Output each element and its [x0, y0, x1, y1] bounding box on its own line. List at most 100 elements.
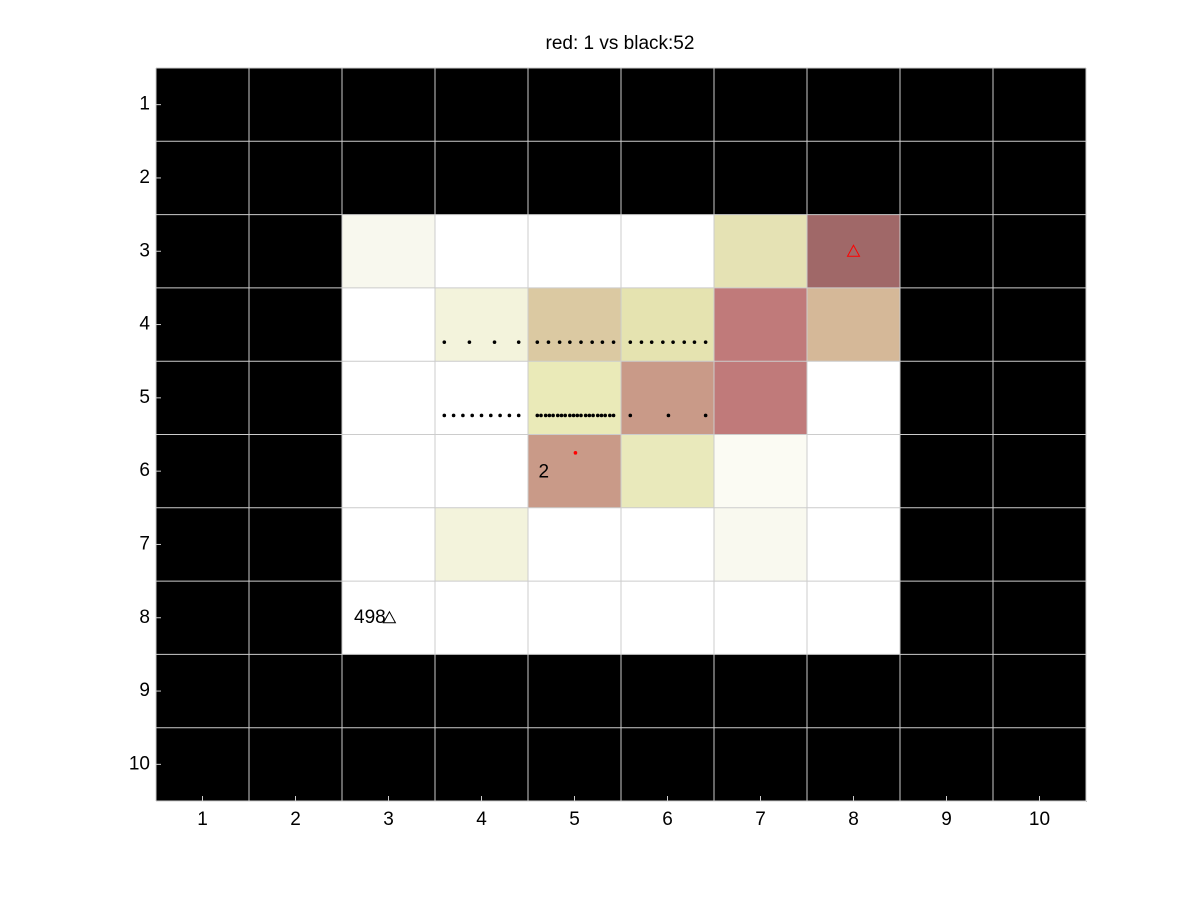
dot-marker	[516, 413, 521, 418]
y-tick-label: 9	[139, 680, 150, 701]
dot-marker	[608, 413, 612, 418]
cell	[435, 654, 529, 729]
cell	[993, 141, 1087, 216]
dot-marker	[692, 340, 697, 344]
cell	[621, 287, 715, 362]
dot-marker	[671, 340, 675, 344]
cell	[528, 361, 622, 435]
dot-marker	[568, 340, 572, 344]
x-tick-label: 3	[383, 809, 394, 830]
cell	[621, 141, 715, 216]
dot-marker	[535, 340, 540, 344]
cell	[807, 68, 901, 142]
cell	[342, 434, 436, 509]
dot-marker	[547, 413, 552, 418]
dot-marker	[451, 413, 456, 418]
y-tick-label: 3	[139, 240, 150, 261]
dot-marker	[559, 413, 564, 418]
dot-marker	[535, 413, 540, 418]
dot-marker	[579, 413, 583, 418]
cell	[156, 507, 250, 582]
cell	[249, 141, 343, 216]
cell	[807, 287, 901, 362]
cell	[528, 214, 622, 289]
dot-marker	[546, 340, 551, 344]
cell	[342, 214, 436, 289]
y-tick-label: 5	[139, 387, 150, 408]
cell	[249, 361, 343, 435]
cell	[900, 214, 994, 289]
cell	[435, 361, 529, 435]
cell	[156, 434, 250, 509]
dot-marker	[591, 413, 595, 418]
annotation: 498	[354, 607, 386, 628]
dot-marker	[666, 413, 671, 418]
x-tick-label: 2	[290, 809, 301, 830]
cell	[342, 654, 436, 729]
y-tick-label: 10	[129, 753, 150, 774]
cell	[156, 141, 250, 216]
cell	[900, 727, 994, 802]
cell	[714, 434, 808, 509]
cell	[993, 727, 1087, 802]
dot-marker	[568, 413, 572, 418]
cell	[156, 654, 250, 729]
cell	[900, 507, 994, 582]
dot-marker	[516, 340, 521, 344]
cell	[249, 507, 343, 582]
cell	[807, 361, 901, 435]
x-tick-label: 1	[197, 809, 208, 830]
cell	[342, 507, 436, 582]
dot-marker	[551, 413, 555, 418]
dot-marker	[489, 413, 493, 418]
dot-marker	[590, 340, 594, 344]
x-tick-label: 9	[941, 809, 952, 830]
chart-title: red: 1 vs black:52	[546, 33, 695, 54]
dot-marker	[557, 340, 562, 344]
cell	[249, 581, 343, 655]
cell	[435, 214, 529, 289]
cell	[435, 68, 529, 142]
dot-marker	[467, 340, 472, 344]
cell	[156, 361, 250, 435]
cell	[993, 214, 1087, 289]
cell	[900, 68, 994, 142]
dot-marker	[563, 413, 567, 418]
cell	[435, 727, 529, 802]
cell	[714, 654, 808, 729]
dot-marker	[555, 413, 560, 418]
cell	[900, 654, 994, 729]
dot-marker	[628, 340, 633, 344]
cell	[156, 727, 250, 802]
cell	[249, 287, 343, 362]
dot-marker	[587, 413, 592, 418]
cell	[900, 287, 994, 362]
cell	[621, 727, 715, 802]
cell	[993, 68, 1087, 142]
x-tick-label: 5	[569, 809, 580, 830]
dot-marker	[442, 340, 447, 344]
cell	[807, 507, 901, 582]
cell	[714, 287, 808, 362]
cell	[807, 654, 901, 729]
cell	[528, 141, 622, 216]
annotation: 2	[539, 462, 550, 483]
dot-marker	[479, 413, 484, 418]
cell	[435, 141, 529, 216]
dot-marker	[571, 413, 576, 418]
cell	[714, 727, 808, 802]
cell	[156, 287, 250, 362]
cell	[528, 507, 622, 582]
y-tick-label: 2	[139, 167, 150, 188]
cell	[900, 581, 994, 655]
cell	[993, 434, 1087, 509]
dot-marker	[543, 413, 548, 418]
cell	[156, 68, 250, 142]
cell	[249, 434, 343, 509]
dot-marker	[492, 340, 497, 344]
cell	[807, 581, 901, 655]
y-tick-label: 7	[139, 533, 150, 554]
cell	[807, 434, 901, 509]
cell	[342, 727, 436, 802]
